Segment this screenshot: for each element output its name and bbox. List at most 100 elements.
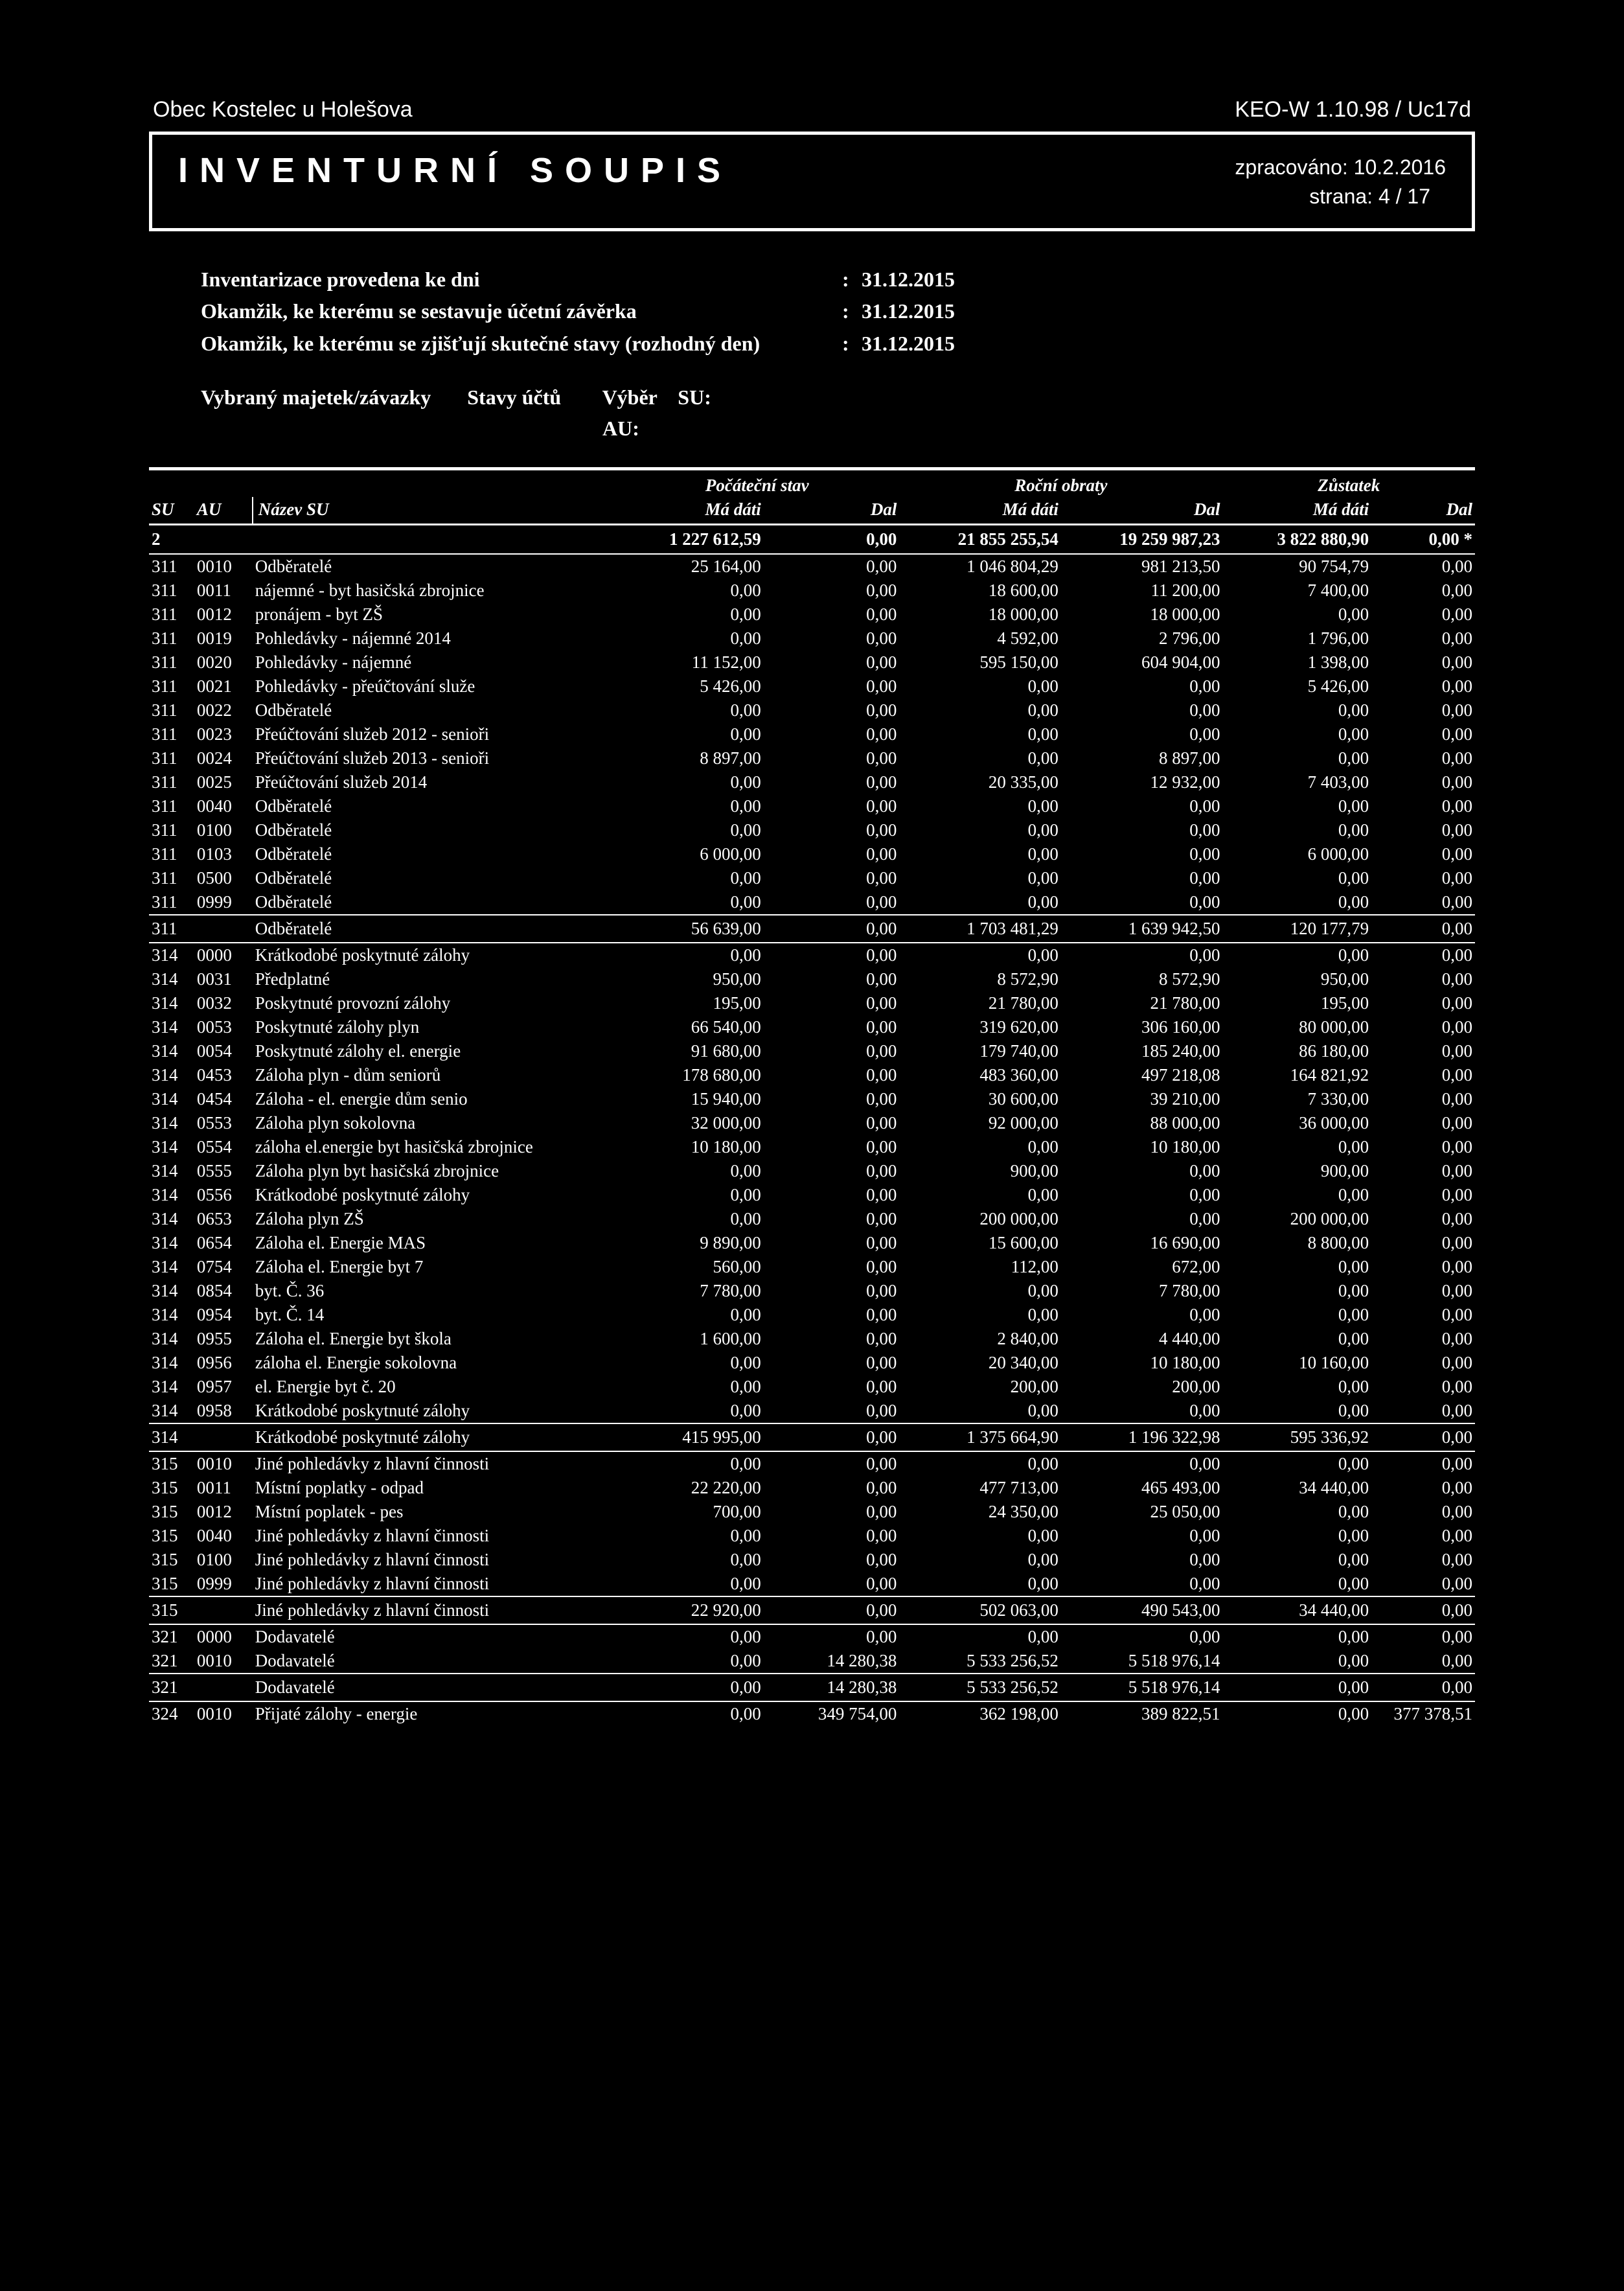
cell-au: 0454	[194, 1087, 253, 1111]
cell-v5: 950,00	[1223, 967, 1372, 991]
cell-v3: 21 780,00	[899, 991, 1061, 1015]
cell-v4: 0,00	[1061, 1524, 1223, 1548]
table-row: 3210010Dodavatelé0,0014 280,385 533 256,…	[149, 1649, 1475, 1674]
cell-v6: 0,00	[1371, 627, 1475, 650]
cell-v2: 0,00	[764, 746, 900, 770]
cell-v5: 120 177,79	[1223, 915, 1372, 943]
cell-name: Jiné pohledávky z hlavní činnosti	[253, 1596, 615, 1624]
cell-v6: 0,00	[1371, 1674, 1475, 1701]
info-value-1: 31.12.2015	[862, 264, 955, 296]
cell-su: 311	[149, 890, 194, 915]
cell-su: 311	[149, 746, 194, 770]
cell-v3: 18 000,00	[899, 603, 1061, 627]
hdr-grp-poc: Počáteční stav	[615, 469, 899, 498]
cell-au: 0754	[194, 1255, 253, 1279]
cell-v2: 0,00	[764, 1327, 900, 1351]
cell-v5: 164 821,92	[1223, 1063, 1372, 1087]
cell-au: 0010	[194, 1451, 253, 1476]
cell-v1: 66 540,00	[615, 1015, 764, 1039]
cell-v6: 0,00	[1371, 1303, 1475, 1327]
totals-row: 2 1 227 612,59 0,00 21 855 255,54 19 259…	[149, 525, 1475, 555]
cell-v3: 0,00	[899, 1183, 1061, 1207]
cell-v1: 0,00	[615, 1207, 764, 1231]
table-row: 3110012pronájem - byt ZŠ0,000,0018 000,0…	[149, 603, 1475, 627]
cell-au: 0956	[194, 1351, 253, 1375]
cell-v1: 560,00	[615, 1255, 764, 1279]
cell-v1: 15 940,00	[615, 1087, 764, 1111]
cell-su: 314	[149, 1135, 194, 1159]
cell-v6: 0,00	[1371, 1111, 1475, 1135]
cell-v6: 0,00	[1371, 1375, 1475, 1399]
cell-v6: 0,00	[1371, 866, 1475, 890]
cell-v3: 0,00	[899, 1624, 1061, 1649]
cell-name: nájemné - byt hasičská zbrojnice	[253, 579, 615, 603]
info-label-1: Inventarizace provedena ke dni	[201, 264, 842, 296]
cell-au: 0032	[194, 991, 253, 1015]
cell-au: 0040	[194, 1524, 253, 1548]
cell-au: 0031	[194, 967, 253, 991]
cell-name: Odběratelé	[253, 915, 615, 943]
cell-v2: 0,00	[764, 1351, 900, 1375]
cell-v5: 0,00	[1223, 1183, 1372, 1207]
cell-v6: 0,00	[1371, 943, 1475, 967]
processed-label: zpracováno:	[1235, 155, 1347, 179]
cell-v4: 11 200,00	[1061, 579, 1223, 603]
cell-v5: 0,00	[1223, 818, 1372, 842]
subtotal-row: 311Odběratelé56 639,000,001 703 481,291 …	[149, 915, 1475, 943]
cell-v4: 5 518 976,14	[1061, 1674, 1223, 1701]
cell-name: Poskytnuté provozní zálohy	[253, 991, 615, 1015]
table-row: 3140031Předplatné950,000,008 572,908 572…	[149, 967, 1475, 991]
table-row: 3140854byt. Č. 367 780,000,000,007 780,0…	[149, 1279, 1475, 1303]
cell-su: 314	[149, 1183, 194, 1207]
cell-name: Poskytnuté zálohy el. energie	[253, 1039, 615, 1063]
cell-su: 311	[149, 698, 194, 722]
cell-au: 0022	[194, 698, 253, 722]
cell-name: záloha el. Energie sokolovna	[253, 1351, 615, 1375]
cell-v4: 306 160,00	[1061, 1015, 1223, 1039]
cell-v2: 0,00	[764, 1500, 900, 1524]
cell-v6: 0,00	[1371, 603, 1475, 627]
cell-v1: 32 000,00	[615, 1111, 764, 1135]
cell-au: 0021	[194, 674, 253, 698]
table-row: 3110040Odběratelé0,000,000,000,000,000,0…	[149, 794, 1475, 818]
cell-name: Poskytnuté zálohy plyn	[253, 1015, 615, 1039]
cell-v5: 34 440,00	[1223, 1596, 1372, 1624]
cell-v1: 0,00	[615, 1701, 764, 1726]
cell-au: 0012	[194, 1500, 253, 1524]
cell-v4: 0,00	[1061, 1451, 1223, 1476]
cell-au: 0955	[194, 1327, 253, 1351]
cell-v5: 0,00	[1223, 746, 1372, 770]
cell-v4: 0,00	[1061, 722, 1223, 746]
cell-au: 0023	[194, 722, 253, 746]
cell-v6: 0,00	[1371, 1207, 1475, 1231]
cell-su: 315	[149, 1451, 194, 1476]
cell-v3: 0,00	[899, 698, 1061, 722]
cell-v4: 21 780,00	[1061, 991, 1223, 1015]
cell-v4: 672,00	[1061, 1255, 1223, 1279]
cell-name: Dodavatelé	[253, 1624, 615, 1649]
totals-v1: 1 227 612,59	[615, 525, 764, 555]
cell-v1: 0,00	[615, 1674, 764, 1701]
cell-su: 315	[149, 1548, 194, 1572]
cell-v6: 0,00	[1371, 1015, 1475, 1039]
cell-v3: 1 375 664,90	[899, 1423, 1061, 1451]
cell-v3: 30 600,00	[899, 1087, 1061, 1111]
cell-v4: 39 210,00	[1061, 1087, 1223, 1111]
table-row: 3110103Odběratelé6 000,000,000,000,006 0…	[149, 842, 1475, 866]
cell-v2: 0,00	[764, 674, 900, 698]
cell-su: 311	[149, 650, 194, 674]
cell-name: Dodavatelé	[253, 1649, 615, 1674]
sel-2: AU:	[201, 413, 1443, 444]
cell-au: 0103	[194, 842, 253, 866]
subtotal-row: 321Dodavatelé0,0014 280,385 533 256,525 …	[149, 1674, 1475, 1701]
hdr-v1: Má dáti	[615, 497, 764, 525]
cell-su: 314	[149, 967, 194, 991]
cell-name: Přeúčtování služeb 2012 - senioři	[253, 722, 615, 746]
cell-v2: 0,00	[764, 1231, 900, 1255]
cell-v2: 0,00	[764, 1279, 900, 1303]
cell-su: 311	[149, 842, 194, 866]
cell-v1: 700,00	[615, 1500, 764, 1524]
cell-v6: 0,00	[1371, 1231, 1475, 1255]
cell-v1: 0,00	[615, 1649, 764, 1674]
info-value-3: 31.12.2015	[862, 328, 955, 360]
